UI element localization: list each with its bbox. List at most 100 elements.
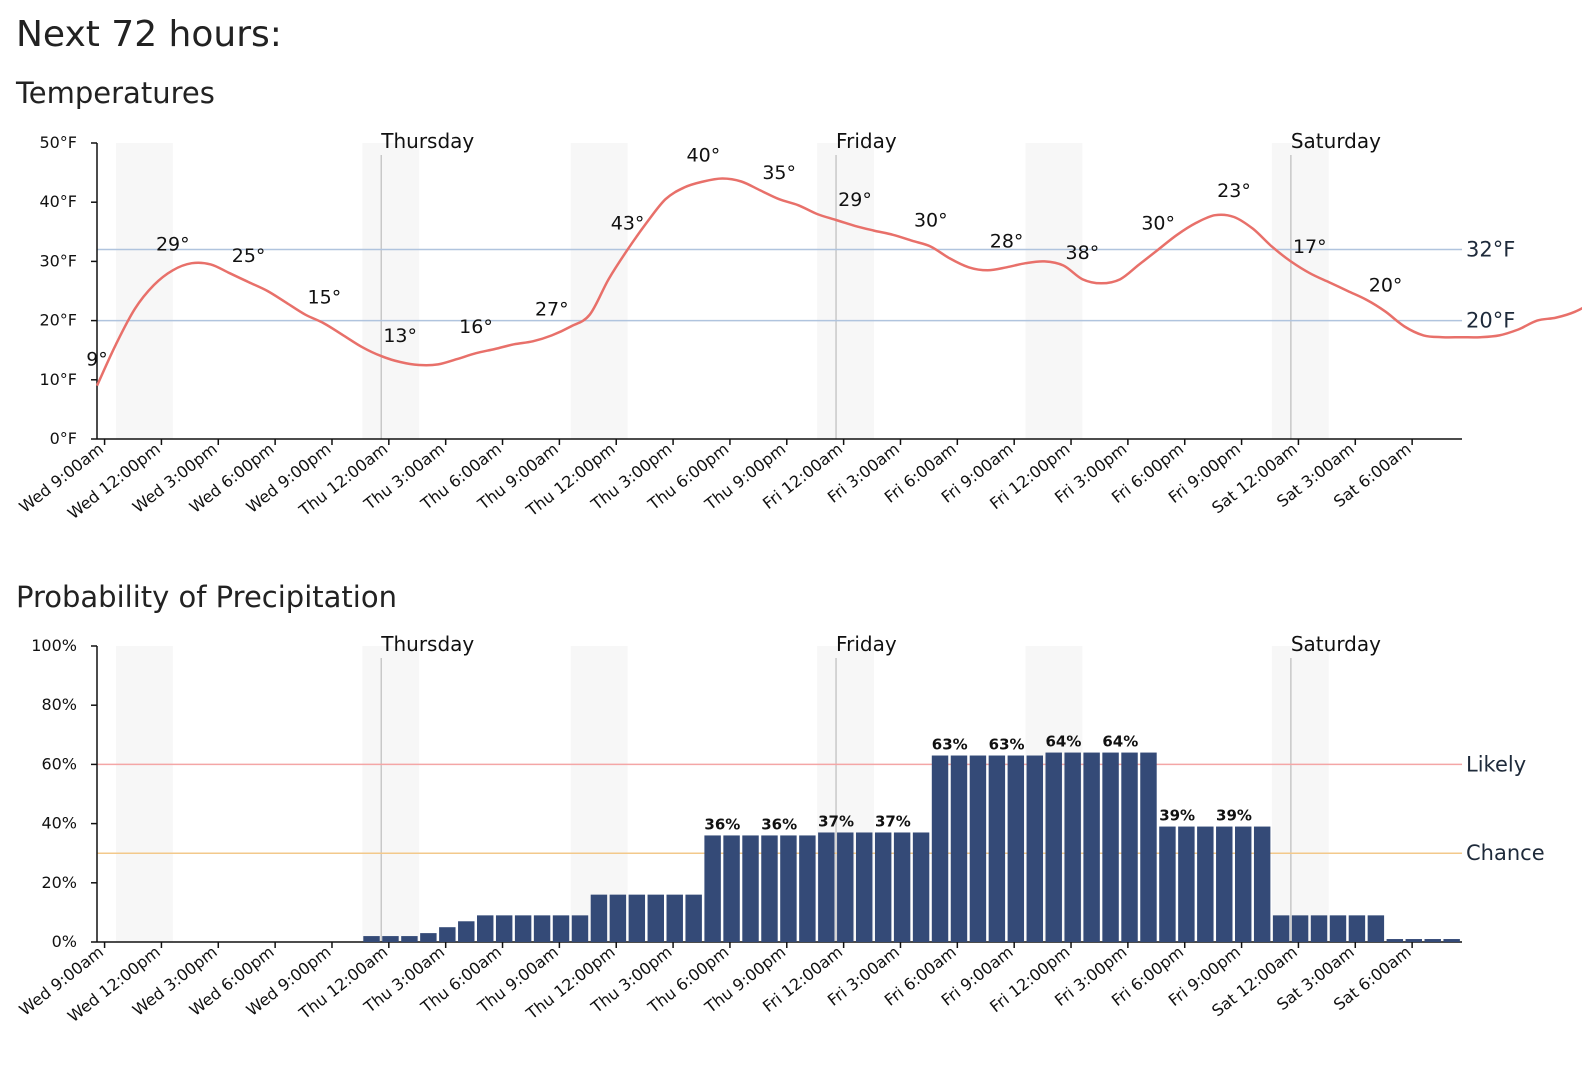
precip-shaded-band xyxy=(362,646,420,942)
precip-bar xyxy=(609,894,627,942)
temperature-point-label: 23° xyxy=(1217,180,1251,202)
precip-y-tick-label: 20% xyxy=(41,873,77,892)
temp-y-tick-label: 10°F xyxy=(39,370,77,389)
temp-reference-label: 32°F xyxy=(1466,238,1515,262)
temperature-point-label: 30° xyxy=(1141,213,1175,235)
precip-value-label: 63% xyxy=(932,736,968,754)
precip-bar xyxy=(742,835,759,942)
precip-day-label: Thursday xyxy=(380,632,474,656)
precip-bar xyxy=(1405,939,1422,942)
precip-bar xyxy=(780,835,797,942)
precip-bar xyxy=(761,835,778,942)
precip-bar xyxy=(1102,752,1119,942)
precip-bar xyxy=(1026,755,1043,942)
precip-bar xyxy=(1140,752,1157,942)
precip-bar xyxy=(950,755,968,942)
temp-y-tick-label: 20°F xyxy=(39,311,77,330)
precip-bar xyxy=(533,915,551,942)
precip-value-label: 36% xyxy=(761,815,797,833)
temp-y-tick-label: 50°F xyxy=(39,133,77,152)
temp-day-label: Thursday xyxy=(380,129,474,153)
temp-y-tick-label: 40°F xyxy=(39,192,77,211)
precip-y-tick-label: 80% xyxy=(41,695,77,714)
precip-y-tick-label: 60% xyxy=(41,754,77,773)
precip-bar xyxy=(1310,915,1328,942)
temperature-point-label: 25° xyxy=(232,245,266,267)
precip-y-tick-label: 100% xyxy=(31,636,77,655)
precip-bar xyxy=(1159,826,1176,942)
temp-shaded-band xyxy=(362,143,420,439)
temperature-point-label: 28° xyxy=(990,230,1024,252)
precip-shaded-band xyxy=(570,646,628,942)
precip-bar xyxy=(552,915,570,942)
precip-bar xyxy=(647,894,664,942)
temperature-point-label: 29° xyxy=(156,233,190,255)
temperature-point-label: 43° xyxy=(611,213,645,235)
precip-bar xyxy=(799,835,816,942)
temp-day-label: Friday xyxy=(836,129,897,153)
precip-bar xyxy=(704,835,721,942)
temperature-point-label: 40° xyxy=(687,144,721,166)
precip-bar xyxy=(439,927,456,942)
precip-reference-label: Chance xyxy=(1466,841,1545,865)
precip-bar xyxy=(495,915,513,942)
temp-y-tick-label: 0°F xyxy=(50,429,77,448)
page-title: Next 72 hours: xyxy=(16,14,282,55)
precip-bar xyxy=(1197,826,1214,942)
precip-bar xyxy=(685,894,702,942)
precip-value-label: 37% xyxy=(818,812,854,830)
precip-value-label: 37% xyxy=(875,812,911,830)
precip-bar xyxy=(382,936,399,942)
precipitation-chart: Thursday Friday Saturday Likely Chance 0% 20% 4… xyxy=(16,632,1545,1026)
temperature-point-label: 16° xyxy=(459,316,493,338)
temperature-chart: Thursday Friday Saturday 32°F 20°F 0°F 10°F 20°… xyxy=(16,129,1582,523)
precip-bar xyxy=(818,832,835,942)
precip-day-label: Saturday xyxy=(1291,632,1381,656)
precip-value-label: 63% xyxy=(989,736,1025,754)
precip-day-label: Friday xyxy=(836,632,897,656)
precip-bar xyxy=(931,755,949,942)
temperature-point-label: 29° xyxy=(838,189,872,211)
temp-day-label: Saturday xyxy=(1291,129,1381,153)
temperature-point-label: 13° xyxy=(383,325,417,347)
precip-value-label: 39% xyxy=(1159,807,1195,825)
precip-bar xyxy=(1178,826,1195,942)
precip-bar xyxy=(837,832,854,942)
precip-bar xyxy=(1272,915,1290,942)
precip-bar xyxy=(1367,915,1385,942)
temp-shaded-band xyxy=(570,143,628,439)
precip-bar xyxy=(458,921,475,942)
temperature-line xyxy=(95,177,1582,387)
precip-bar xyxy=(1253,826,1271,942)
temperature-point-label: 38° xyxy=(1066,242,1100,264)
precip-reference-label: Likely xyxy=(1466,752,1526,776)
precip-bar xyxy=(666,894,683,942)
precip-bar xyxy=(856,832,873,942)
precip-bar xyxy=(401,936,418,942)
temp-shaded-band xyxy=(817,143,874,439)
precip-bar xyxy=(1216,826,1233,942)
precip-shaded-band xyxy=(115,646,173,942)
precip-bar xyxy=(723,835,740,942)
precip-bar xyxy=(893,832,911,942)
temperature-point-label: 9° xyxy=(86,349,108,371)
precip-bar xyxy=(969,755,987,942)
precip-bar xyxy=(1007,755,1025,942)
temperature-point-label: 35° xyxy=(762,162,796,184)
precip-bar xyxy=(874,832,892,942)
temp-shaded-band xyxy=(115,143,173,439)
temperature-point-label: 30° xyxy=(914,210,948,232)
precip-bar xyxy=(363,936,380,942)
precip-bar xyxy=(1329,915,1347,942)
temperature-point-label: 20° xyxy=(1369,275,1403,297)
precip-bar xyxy=(988,755,1006,942)
precipitation-chart-title: Probability of Precipitation xyxy=(16,580,397,614)
precip-value-label: 39% xyxy=(1216,807,1252,825)
precip-bar xyxy=(1386,939,1404,942)
temp-shaded-band xyxy=(1025,143,1083,439)
precip-bar xyxy=(571,915,589,942)
precip-shaded-band xyxy=(1271,646,1329,942)
precip-bar xyxy=(1235,826,1252,942)
precip-value-label: 64% xyxy=(1045,733,1081,751)
temperature-point-label: 17° xyxy=(1293,236,1327,258)
